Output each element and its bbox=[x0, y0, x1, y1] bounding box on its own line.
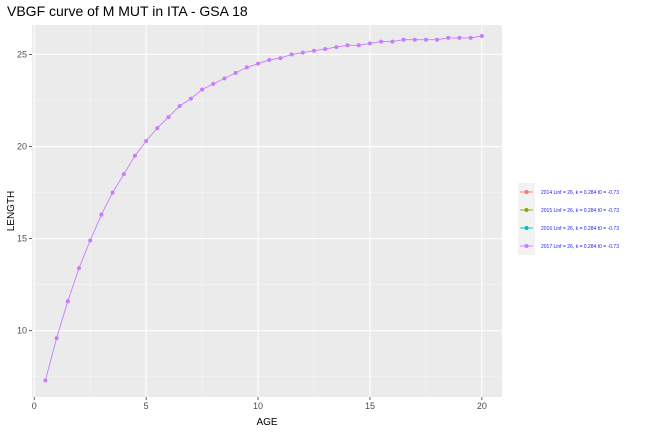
legend-key-point bbox=[524, 208, 529, 212]
data-point bbox=[77, 266, 81, 271]
data-point bbox=[200, 87, 205, 92]
data-point bbox=[43, 378, 48, 383]
data-point bbox=[144, 139, 149, 144]
data-point bbox=[367, 41, 372, 46]
data-point bbox=[345, 43, 350, 48]
legend-key-point bbox=[524, 190, 529, 194]
data-point bbox=[121, 172, 126, 177]
data-point bbox=[300, 50, 305, 55]
data-point bbox=[166, 115, 171, 120]
data-point bbox=[244, 65, 249, 70]
x-tick-label: 5 bbox=[144, 401, 149, 411]
x-tick-label: 10 bbox=[253, 401, 263, 411]
legend-key-point bbox=[524, 226, 529, 230]
data-point bbox=[233, 70, 238, 75]
y-axis-ticks: 10 15 20 25 bbox=[17, 49, 32, 336]
x-axis-ticks: 0 5 10 15 20 bbox=[32, 397, 487, 411]
data-point bbox=[323, 46, 328, 51]
data-point bbox=[423, 37, 428, 42]
data-point bbox=[99, 212, 104, 217]
data-point bbox=[479, 34, 484, 39]
data-point bbox=[278, 56, 283, 61]
x-tick-label: 15 bbox=[365, 401, 375, 411]
data-point bbox=[468, 35, 473, 40]
data-point bbox=[435, 37, 440, 42]
y-axis-title: LENGTH bbox=[6, 191, 17, 232]
plot-panel bbox=[32, 25, 502, 397]
data-point bbox=[446, 35, 451, 40]
data-point bbox=[289, 52, 294, 57]
data-point bbox=[65, 299, 70, 304]
x-axis-title: AGE bbox=[256, 417, 277, 428]
series-layer bbox=[43, 34, 484, 383]
data-point bbox=[155, 126, 160, 131]
x-tick-label: 0 bbox=[32, 401, 37, 411]
y-tick-label: 10 bbox=[17, 326, 27, 336]
data-point bbox=[54, 336, 59, 341]
data-point bbox=[188, 96, 193, 101]
data-point bbox=[222, 76, 227, 81]
data-point bbox=[356, 43, 361, 48]
data-point bbox=[132, 153, 137, 158]
data-point bbox=[267, 57, 272, 62]
data-point bbox=[211, 81, 216, 86]
data-point bbox=[379, 39, 384, 44]
legend-background bbox=[518, 183, 535, 255]
y-tick-label: 20 bbox=[17, 142, 27, 152]
data-point bbox=[401, 37, 406, 42]
data-point bbox=[334, 45, 339, 50]
data-point bbox=[457, 35, 462, 40]
data-point bbox=[256, 61, 261, 66]
data-point bbox=[110, 190, 115, 195]
chart-title: VBGF curve of M MUT in ITA - GSA 18 bbox=[7, 3, 248, 19]
minor-gridlines bbox=[32, 25, 502, 397]
data-point bbox=[412, 37, 417, 42]
series-line-3 bbox=[44, 35, 482, 381]
legend-label: 2014 Linf = 26, k = 0.284 t0 = -0.73 bbox=[541, 190, 619, 196]
legend-label: 2016 Linf = 26, k = 0.284 t0 = -0.73 bbox=[541, 226, 619, 232]
data-point bbox=[390, 39, 395, 44]
x-tick-label: 20 bbox=[477, 401, 487, 411]
data-point bbox=[177, 104, 182, 109]
legend-label: 2017 Linf = 26, k = 0.284 t0 = -0.73 bbox=[541, 244, 619, 250]
major-gridlines bbox=[32, 25, 502, 397]
y-tick-label: 15 bbox=[17, 234, 27, 244]
legend: 2014 Linf = 26, k = 0.284 t0 = -0.73 2015… bbox=[518, 183, 619, 255]
legend-key-point bbox=[524, 244, 529, 248]
legend-label: 2015 Linf = 26, k = 0.284 t0 = -0.73 bbox=[541, 208, 619, 214]
y-tick-label: 25 bbox=[17, 49, 27, 59]
data-point bbox=[312, 48, 316, 53]
data-point bbox=[88, 238, 93, 243]
